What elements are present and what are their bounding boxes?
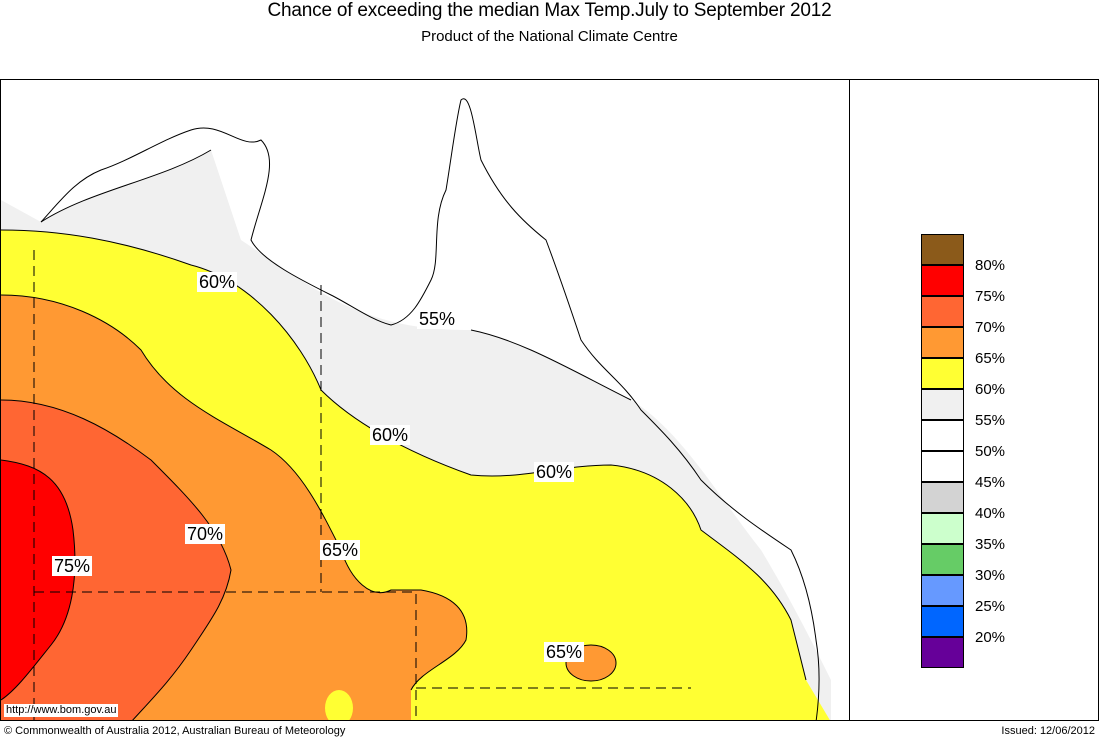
legend-swatch: [921, 296, 964, 327]
legend-swatch: [921, 451, 964, 482]
contour-label-65-east: 65%: [544, 642, 585, 662]
legend-label: 60%: [975, 381, 1006, 398]
legend-swatch: [921, 482, 964, 513]
coastline: [40, 98, 820, 720]
legend-label: 45%: [975, 474, 1006, 491]
legend-swatch: [921, 637, 964, 668]
contour-label-75: 75%: [52, 556, 93, 576]
legend-swatch: [921, 234, 964, 265]
issued-date: Issued: 12/06/2012: [1001, 725, 1095, 737]
legend-label: 70%: [975, 319, 1006, 336]
legend-swatch: [921, 327, 964, 358]
zone-65-south: [325, 690, 353, 720]
copyright-text: © Commonwealth of Australia 2012, Austra…: [4, 725, 346, 737]
legend-label: 25%: [975, 598, 1006, 615]
legend-swatch: [921, 389, 964, 420]
legend-swatch: [921, 420, 964, 451]
legend-swatch: [921, 606, 964, 637]
probability-map: [1, 80, 849, 720]
legend-label: 65%: [975, 350, 1006, 367]
source-url: http://www.bom.gov.au: [4, 704, 119, 717]
chart-subtitle: Product of the National Climate Centre: [421, 28, 678, 45]
map-panel: [0, 79, 850, 721]
chart-title: Chance of exceeding the median Max Temp.…: [267, 0, 832, 21]
zone-70: [1, 400, 231, 720]
legend-label: 80%: [975, 257, 1006, 274]
legend-swatch: [921, 513, 964, 544]
legend-panel: 80% 75% 70% 65% 60% 55% 50% 45% 40% 35% 30% 25% 20%: [849, 79, 1099, 721]
legend-swatch: [921, 544, 964, 575]
contour-label-60-east: 60%: [534, 462, 575, 482]
legend-label: 55%: [975, 412, 1006, 429]
legend-swatch: [921, 265, 964, 296]
legend-label: 50%: [975, 443, 1006, 460]
contour-label-60-north: 60%: [197, 272, 238, 292]
contour-label-70: 70%: [185, 524, 226, 544]
contour-label-55: 55%: [417, 309, 458, 329]
legend-label: 30%: [975, 567, 1006, 584]
contour-label-60-mid: 60%: [370, 425, 411, 445]
legend-swatch: [921, 575, 964, 606]
zone-75: [1, 460, 75, 700]
legend-label: 40%: [975, 505, 1006, 522]
legend-label: 20%: [975, 629, 1006, 646]
legend-swatch: [921, 358, 964, 389]
contour-label-65-west: 65%: [320, 540, 361, 560]
legend-label: 75%: [975, 288, 1006, 305]
legend-label: 35%: [975, 536, 1006, 553]
